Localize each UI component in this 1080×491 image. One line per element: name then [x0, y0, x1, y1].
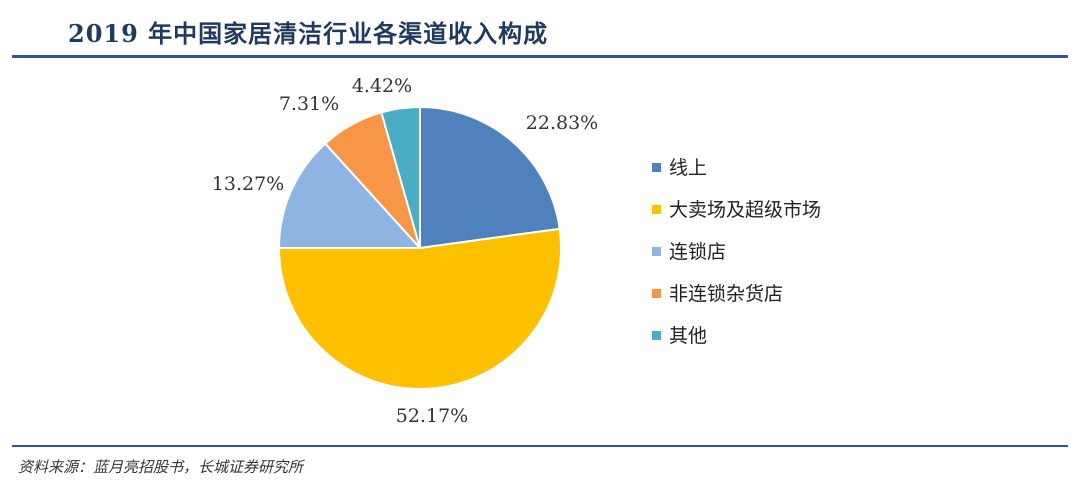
chart-title: 2019 年中国家居清洁行业各渠道收入构成 [68, 19, 549, 48]
pie-chart: 22.83% 52.17% 13.27% 7.31% 4.42% 线上大卖场及超级市场连… [212, 75, 821, 427]
pie-slice-1 [419, 105, 561, 250]
pie-labels: 22.83% 52.17% 13.27% 7.31% 4.42% [212, 75, 598, 427]
legend-swatch-5 [652, 331, 661, 340]
data-label-5: 4.42% [352, 75, 412, 97]
legend-label-4: 非连锁杂货店 [669, 283, 783, 305]
data-label-2: 52.17% [396, 405, 468, 427]
legend-label-1: 线上 [669, 157, 707, 179]
title-divider [12, 55, 1068, 58]
pie-slice-5 [380, 105, 421, 249]
source-note: 资料来源：蓝月亮招股书，长城证券研究所 [18, 458, 304, 476]
data-label-3: 13.27% [212, 173, 284, 195]
legend-swatch-4 [652, 289, 661, 298]
legend-label-2: 大卖场及超级市场 [669, 199, 821, 221]
pie-slices [277, 105, 562, 390]
legend-swatch-1 [652, 163, 661, 172]
legend-label-5: 其他 [669, 325, 707, 347]
legend-swatch-2 [652, 205, 661, 214]
legend-swatch-3 [652, 247, 661, 256]
data-label-4: 7.31% [279, 93, 339, 115]
pie-slice-3 [277, 142, 423, 249]
data-label-1: 22.83% [526, 112, 598, 134]
pie-slice-2 [277, 227, 562, 390]
footer-divider [12, 445, 1068, 447]
legend-label-3: 连锁店 [669, 241, 726, 263]
